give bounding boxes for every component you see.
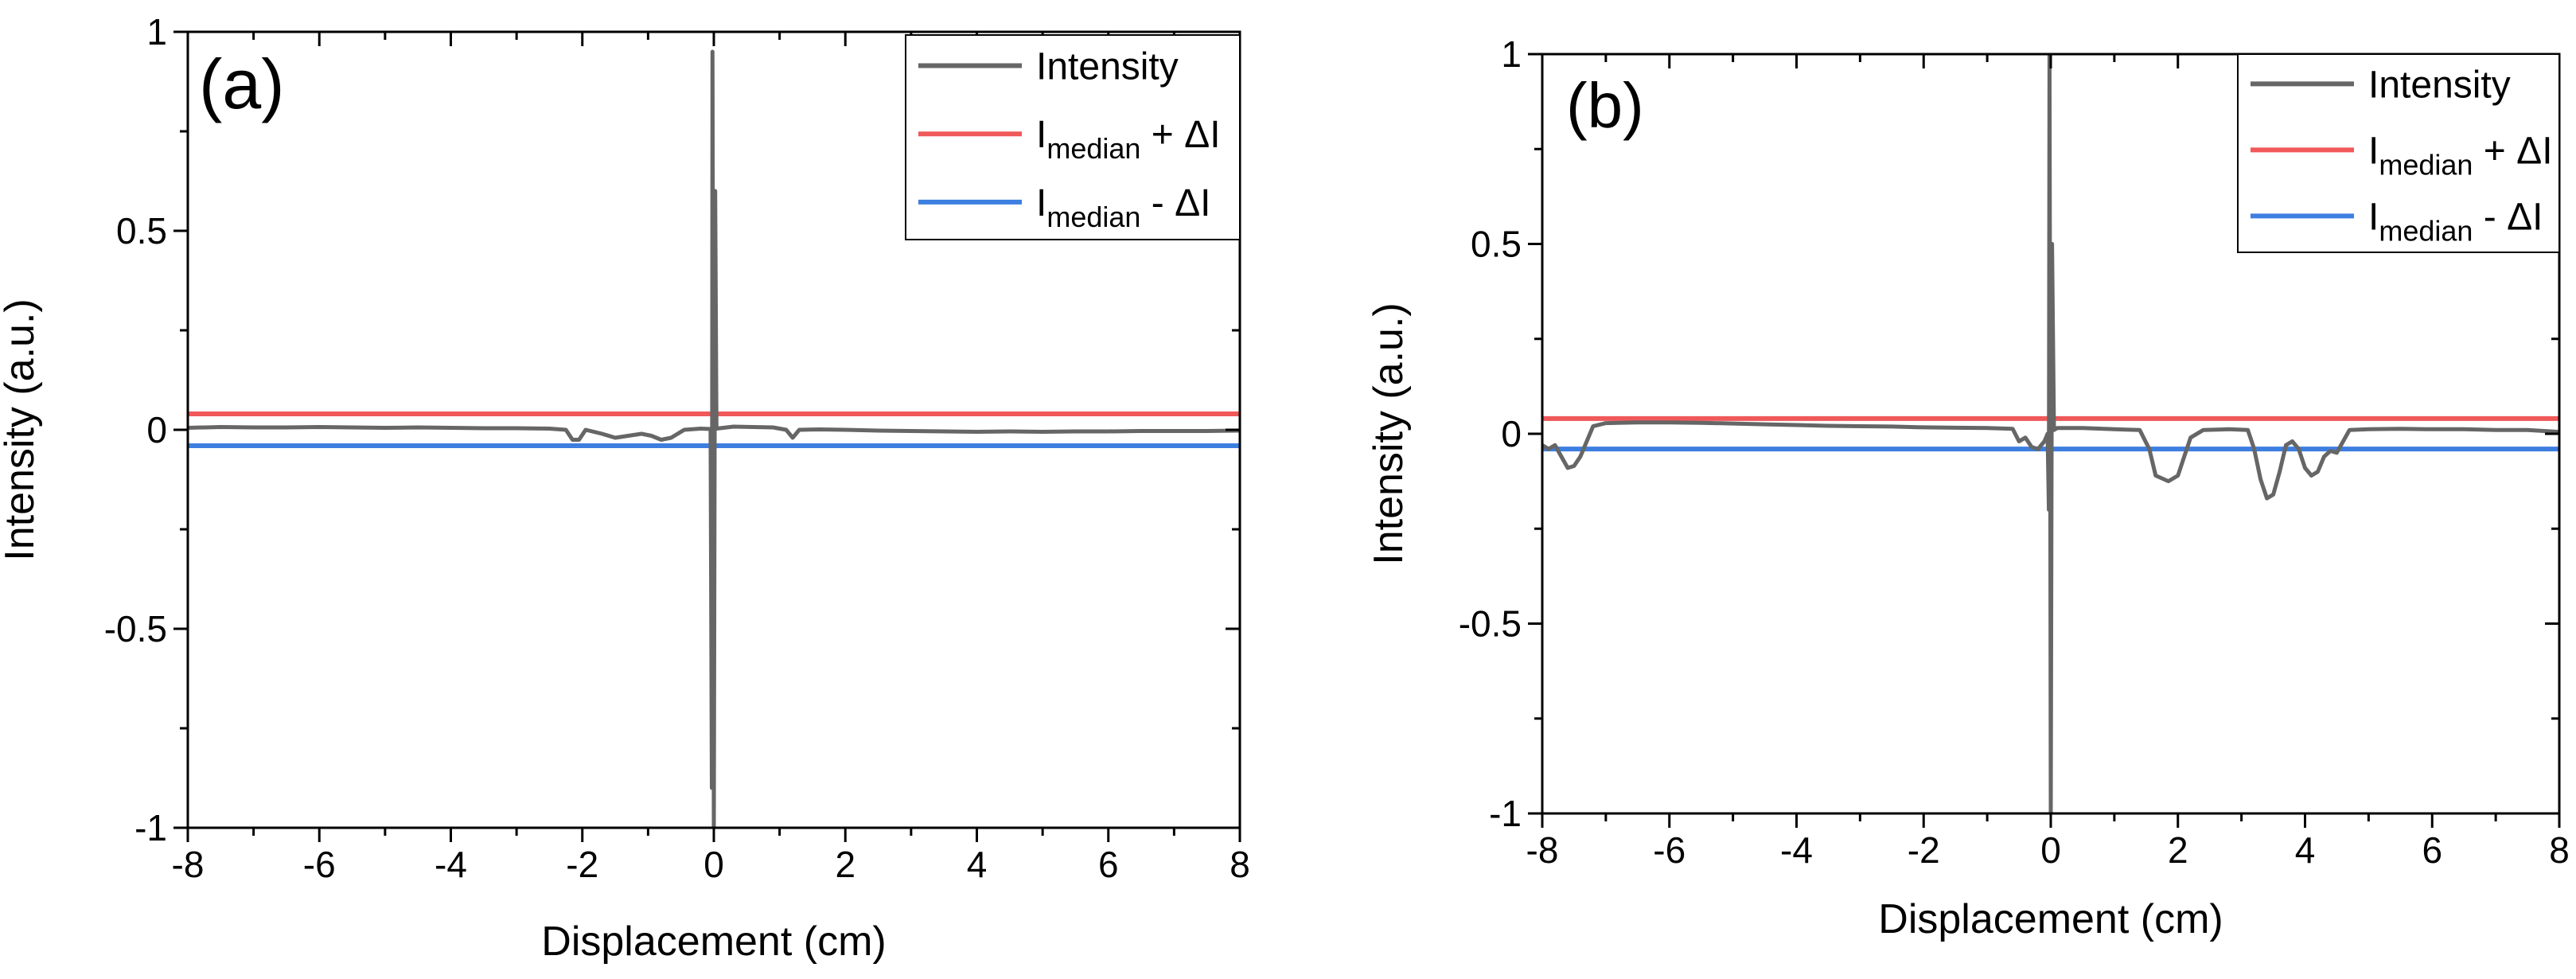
legend-text-tail: - ΔI <box>2473 196 2543 238</box>
x-tick-label: -6 <box>303 844 336 885</box>
chart-panel-a: -8 -6 -4 -2 0 2 4 6 8 -1 -0.5 0 0.5 1 Displacement (cm… <box>0 11 1250 965</box>
y-tick-label: 1 <box>1501 33 1522 75</box>
y-tick-label: -0.5 <box>1459 603 1522 645</box>
x-tick-label: 0 <box>2040 829 2061 871</box>
series-group <box>1542 54 2559 813</box>
x-tick-label: 2 <box>835 844 855 885</box>
legend-text-main: I <box>1036 182 1046 224</box>
legend-text-tail: - ΔI <box>1140 182 1210 224</box>
x-tick-label: -8 <box>172 844 205 885</box>
legend-box <box>905 34 1241 240</box>
legend-entry-2: Imedian - ΔI <box>1036 182 1210 233</box>
x-axis-label: Displacement (cm) <box>1878 896 2223 942</box>
x-tick-label: -2 <box>1908 829 1940 871</box>
x-tick-label: 4 <box>967 844 988 885</box>
legend-text-subscript: median <box>1046 132 1140 165</box>
intensity-line <box>1542 54 2559 813</box>
chart-panel-b: -8 -6 -4 -2 0 2 4 6 8 -1 -0.5 0 0.5 1 Displacement (cm… <box>1366 33 2570 942</box>
legend-entry-0: Intensity <box>1036 46 1179 88</box>
y-tick-label: 0 <box>146 409 167 450</box>
legend-text-main: Intensity <box>1036 46 1179 88</box>
x-tick-label: 6 <box>1098 844 1119 885</box>
y-tick-label: -0.5 <box>104 608 167 649</box>
legend-text-subscript: median <box>2379 148 2473 181</box>
x-tick-label: -6 <box>1653 829 1686 871</box>
y-axis-label: Intensity (a.u.) <box>0 298 43 560</box>
series-group <box>188 49 1240 828</box>
y-tick-label: 0.5 <box>1471 224 1522 265</box>
x-tick-label: -4 <box>435 844 467 885</box>
intensity-line <box>188 49 1240 828</box>
x-tick-label: 8 <box>2549 829 2570 871</box>
legend-text-main: Intensity <box>2368 64 2511 106</box>
y-tick-label: 0 <box>1501 413 1522 454</box>
y-tick-label: 0.5 <box>116 210 167 252</box>
legend-text-main: I <box>1036 114 1046 156</box>
x-tick-label: 2 <box>2168 829 2188 871</box>
x-tick-label: 8 <box>1230 844 1250 885</box>
legend-text-subscript: median <box>1046 201 1140 233</box>
x-tick-label: -2 <box>566 844 598 885</box>
x-tick-label: 6 <box>2422 829 2442 871</box>
legend-text-subscript: median <box>2379 214 2473 247</box>
panel-label: (b) <box>1566 70 1644 141</box>
x-tick-label: -8 <box>1526 829 1559 871</box>
y-tick-label: 1 <box>146 11 167 53</box>
y-tick-label: -1 <box>1489 793 1522 834</box>
legend-entry-1: Imedian + ΔI <box>1036 114 1221 165</box>
panel-label: (a) <box>199 45 285 123</box>
legend-box <box>2237 53 2560 253</box>
x-tick-label: 0 <box>703 844 724 885</box>
x-tick-label: -4 <box>1780 829 1813 871</box>
legend-entry-2: Imedian - ΔI <box>2368 196 2543 247</box>
legend-text-tail: + ΔI <box>2473 130 2552 172</box>
x-tick-label: 4 <box>2295 829 2316 871</box>
legend-text-tail: + ΔI <box>1140 114 1220 156</box>
legend-text-main: I <box>2368 196 2379 238</box>
legend-entry-0: Intensity <box>2368 64 2511 106</box>
legend-text-main: I <box>2368 130 2379 172</box>
y-axis-label: Intensity (a.u.) <box>1366 302 1412 564</box>
legend-entry-1: Imedian + ΔI <box>2368 130 2553 181</box>
x-axis-label: Displacement (cm) <box>541 919 886 965</box>
y-tick-label: -1 <box>134 807 167 848</box>
